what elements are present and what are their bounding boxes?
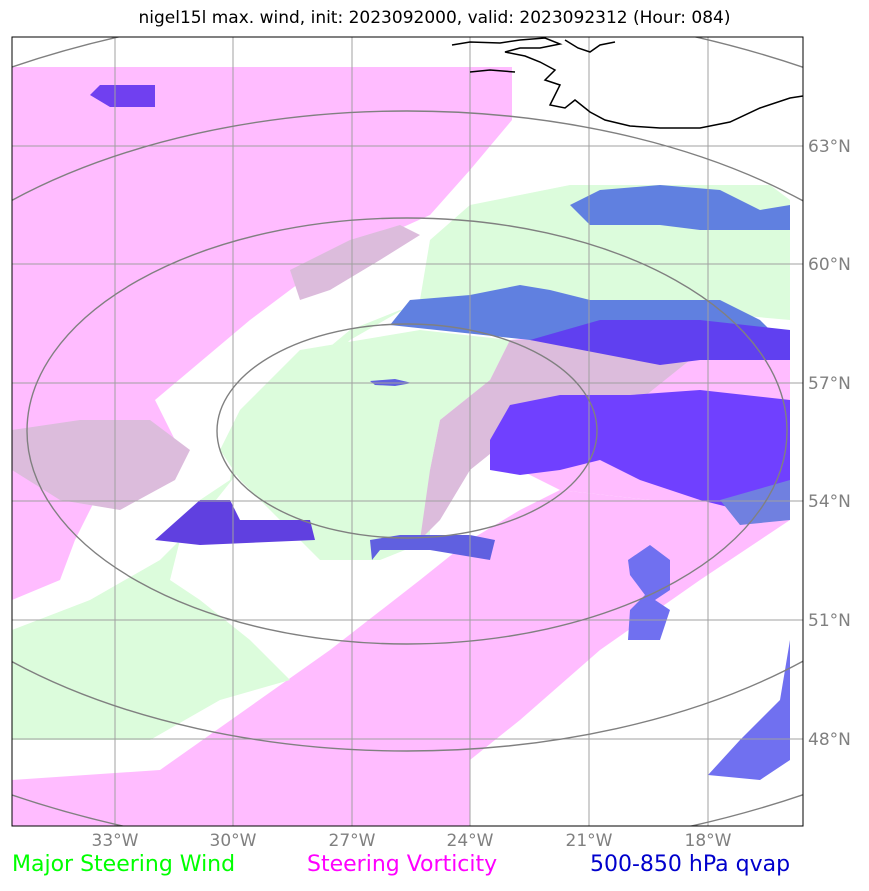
wind-region-central — [12, 185, 790, 740]
qvap-patch-east — [530, 320, 790, 365]
vorticity-region-south — [12, 420, 790, 826]
lon-label: 24°W — [447, 831, 494, 851]
qvap-patch-northeast — [570, 185, 790, 230]
overlap-region-west — [12, 420, 190, 510]
qvap-patch-far-southeast — [708, 640, 790, 780]
qvap-patch-southwest — [155, 500, 315, 545]
lat-label: 63°N — [808, 137, 851, 157]
coastline — [451, 37, 803, 129]
overlap-region-mid — [420, 340, 690, 540]
lat-label: 54°N — [808, 492, 851, 512]
qvap-patch-edge — [720, 480, 790, 525]
lon-label: 27°W — [329, 831, 376, 851]
lat-label: 48°N — [808, 730, 851, 750]
lon-label: 33°W — [92, 831, 139, 851]
qvap-patch-southeast — [490, 390, 790, 510]
qvap-patch-small-south — [370, 535, 495, 560]
legend-qvap: 500-850 hPa qvap — [590, 852, 791, 877]
latitude-labels: 63°N 60°N 57°N 54°N 51°N 48°N — [808, 137, 851, 750]
map-frame — [11, 36, 804, 827]
legend-major-steering-wind: Major Steering Wind — [12, 852, 236, 877]
wind-region-core — [220, 330, 510, 560]
longitude-labels: 33°W 30°W 27°W 24°W 21°W 18°W — [92, 831, 732, 851]
lon-label: 21°W — [566, 831, 613, 851]
range-ring-3 — [12, 110, 803, 752]
vorticity-region-west — [12, 67, 512, 600]
lat-label: 60°N — [808, 255, 851, 275]
lat-label: 57°N — [808, 374, 851, 394]
range-rings — [12, 37, 803, 826]
lon-label: 18°W — [685, 831, 732, 851]
map-title: nigel15l max. wind, init: 2023092000, va… — [138, 8, 731, 28]
range-ring-2 — [26, 217, 788, 645]
field-layer — [12, 37, 803, 826]
qvap-patch-northwest — [90, 85, 155, 107]
overlap-region-north — [290, 225, 420, 300]
legend-steering-vorticity: Steering Vorticity — [307, 852, 498, 877]
lat-label: 51°N — [808, 611, 851, 631]
qvap-patch-lobe — [628, 545, 670, 640]
range-ring-1 — [216, 323, 598, 539]
graticule — [12, 37, 803, 826]
lon-label: 30°W — [210, 831, 257, 851]
